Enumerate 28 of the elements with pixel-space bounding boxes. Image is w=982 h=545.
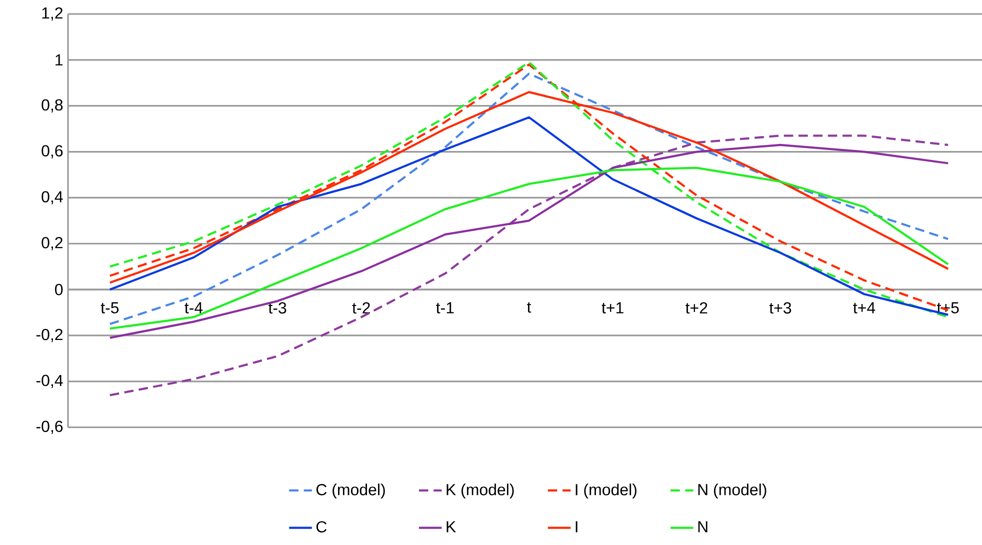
legend-label: N (model) [698, 484, 766, 499]
legend-label: K [446, 521, 456, 532]
y-tick-label: -0,6 [36, 420, 63, 434]
legend-label: C (model) [316, 484, 385, 499]
legend-label: N [698, 521, 708, 532]
y-tick-label: -0,2 [36, 329, 62, 342]
legend-label: K (model) [446, 484, 514, 499]
x-tick-label: t-3 [268, 302, 286, 314]
legend-label: I [576, 521, 578, 532]
x-tick-label: t-1 [436, 302, 454, 314]
x-tick-label: t-2 [352, 302, 370, 314]
y-tick-label: 0,6 [42, 145, 63, 159]
legend-label: I (model) [576, 484, 636, 499]
x-tick-label: t [527, 302, 532, 313]
y-tick-label: 1 [56, 54, 63, 66]
x-tick-label: t-5 [100, 302, 119, 314]
y-tick-label: 1,2 [42, 8, 62, 21]
y-tick-label: 0,4 [42, 191, 63, 204]
y-tick-label: 0,2 [42, 237, 62, 250]
x-tick-label: t+4 [853, 302, 876, 314]
legend-label: C [316, 521, 327, 533]
x-tick-label: t-4 [184, 302, 203, 314]
x-tick-label: t+1 [602, 302, 624, 314]
x-tick-label: t+3 [769, 302, 792, 314]
y-tick-label: 0 [55, 284, 63, 296]
x-tick-label: t+2 [686, 302, 708, 314]
y-tick-label: 0,8 [42, 99, 63, 113]
y-tick-label: -0,4 [36, 374, 63, 388]
